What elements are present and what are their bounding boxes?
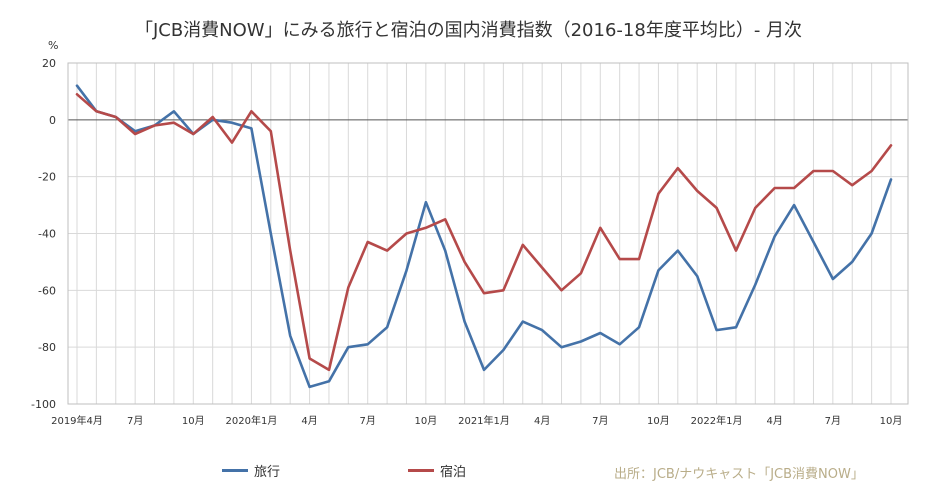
x-tick-label: 10月	[414, 415, 437, 427]
x-tick-label: 10月	[880, 415, 903, 427]
x-tick-label: 7月	[360, 415, 376, 427]
y-tick-label: -20	[38, 171, 56, 184]
plot-border	[67, 62, 909, 405]
y-tick-label: -60	[38, 284, 56, 297]
x-tick-label: 4月	[767, 415, 783, 427]
series-line-lodging	[75, 93, 893, 372]
x-tick-label: 4月	[534, 415, 550, 427]
chart-title: 「JCB消費NOW」にみる旅行と宿泊の国内消費指数（2016-18年度平均比）-…	[134, 20, 803, 41]
y-tick-label: 0	[49, 114, 56, 127]
source-note: 出所：JCB/ナウキャスト「JCB消費NOW」	[614, 467, 864, 482]
x-tick-label: 2019年4月	[51, 414, 103, 427]
y-tick-label: -100	[31, 398, 56, 411]
x-tick-label: 2021年1月	[458, 414, 510, 427]
y-tick-label: -40	[38, 228, 56, 241]
x-tick-label: 2020年1月	[226, 414, 278, 427]
y-tick-label: 20	[42, 57, 56, 70]
legend-item-travel: 旅行	[222, 461, 280, 480]
x-tick-label: 7月	[592, 415, 608, 427]
x-tick-label: 7月	[825, 415, 841, 427]
legend-swatch-travel	[222, 469, 248, 472]
x-tick-label: 2022年1月	[691, 414, 743, 427]
series-line-travel	[75, 84, 893, 389]
x-tick-label: 10月	[182, 415, 205, 427]
x-tick-label: 4月	[301, 415, 317, 427]
x-tick-label: 10月	[647, 415, 670, 427]
legend-label-lodging: 宿泊	[440, 465, 467, 480]
y-tick-label: -80	[38, 341, 56, 354]
x-tick-label: 7月	[127, 415, 143, 427]
legend-swatch-lodging	[408, 469, 434, 472]
y-axis-unit: %	[48, 39, 59, 52]
legend-label-travel: 旅行	[254, 465, 281, 480]
legend-item-lodging: 宿泊	[408, 461, 466, 480]
